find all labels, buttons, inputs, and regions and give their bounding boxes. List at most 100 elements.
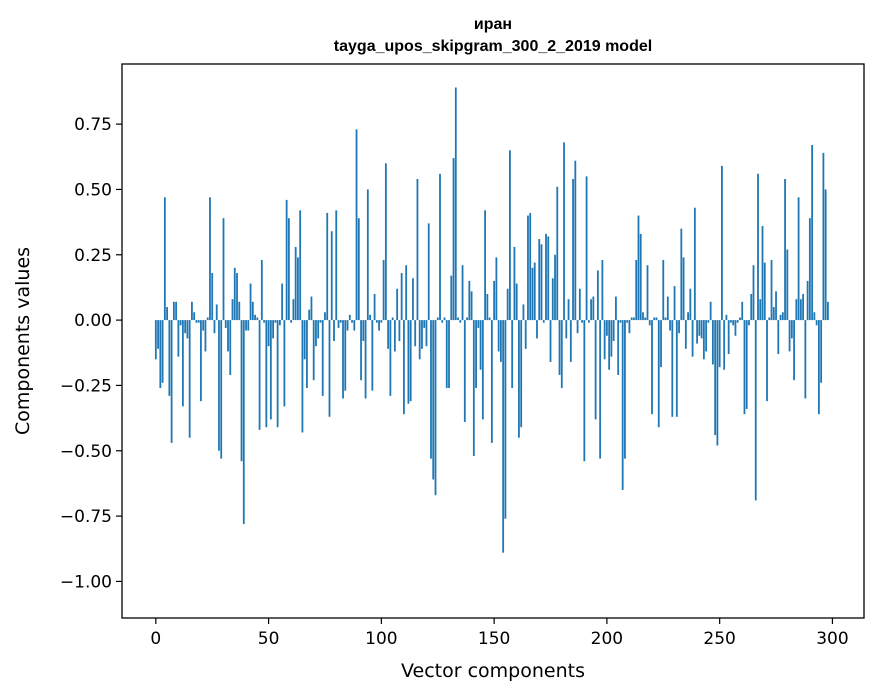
bar-118 [421,320,423,349]
bar-163 [522,304,525,321]
bar-79 [333,320,335,341]
bar-283 [793,320,795,381]
bar-31 [224,320,227,328]
bar-168 [533,262,536,321]
bar-194 [592,296,595,321]
bar-46 [258,320,261,430]
bar-125 [436,317,439,321]
y-tick-label: −0.50 [60,442,112,462]
bar-195 [594,320,597,420]
bar-35 [233,267,236,321]
bar-265 [752,265,755,321]
bar-81 [337,320,340,328]
plot-frame [121,63,865,619]
bar-136 [461,265,464,321]
bar-199 [603,320,606,360]
bar-2 [159,320,162,389]
bar-227 [666,296,669,321]
bar-23 [206,317,209,321]
bar-160 [515,283,518,321]
bar-210 [628,320,631,334]
bar-279 [784,178,786,321]
bar-19 [197,320,200,323]
bar-254 [727,320,730,355]
bar-10 [177,320,180,357]
bar-218 [646,265,649,321]
bar-60 [290,320,293,323]
bar-203 [612,320,615,341]
bar-181 [563,142,565,321]
bar-247 [711,320,714,365]
bar-143 [477,320,480,328]
bar-186 [574,160,577,321]
bar-245 [707,320,710,323]
bar-193 [590,299,592,321]
bar-261 [743,320,746,415]
bar-121 [427,223,430,321]
bar-55 [278,320,281,326]
bar-40 [245,320,247,331]
bar-206 [619,320,622,323]
bar-22 [204,320,207,352]
bar-198 [601,259,604,321]
bar-106 [393,320,396,352]
bar-14 [186,320,189,339]
bar-39 [242,320,245,524]
bar-285 [797,197,800,321]
y-tick-label: 0.00 [74,311,112,331]
bar-8 [172,301,175,321]
bar-171 [540,244,543,321]
bar-116 [416,178,419,321]
bar-251 [721,165,723,321]
y-tick-label: −0.25 [60,376,112,396]
bar-122 [430,320,432,459]
y-tick-label: −1.00 [60,572,112,592]
bar-159 [513,246,516,321]
bar-281 [788,320,791,352]
x-tick-label: 150 [478,629,510,649]
bar-270 [763,262,766,321]
bar-153 [499,320,502,362]
bar-187 [576,320,579,334]
bar-5 [166,307,168,321]
bar-182 [565,320,568,339]
bar-189 [581,320,583,323]
bar-115 [414,320,417,347]
bar-280 [786,249,789,321]
bar-260 [741,301,744,321]
bar-220 [651,320,653,415]
bar-180 [560,320,563,389]
bar-169 [536,320,538,339]
bar-102 [384,163,387,321]
bar-135 [459,320,462,323]
bar-72 [317,320,320,339]
bar-148 [488,317,491,321]
bar-139 [468,280,471,321]
bar-103 [387,320,390,349]
bar-1 [157,320,159,349]
bar-52 [272,320,274,339]
bar-249 [716,320,719,446]
bar-112 [407,320,410,404]
bar-140 [470,291,473,321]
bar-133 [454,87,457,321]
bar-90 [357,218,360,321]
bar-16 [191,301,193,321]
bar-192 [587,320,590,323]
bar-158 [511,320,514,389]
bar-200 [605,320,608,336]
bar-289 [806,280,809,321]
bar-258 [736,320,739,323]
bar-228 [669,320,671,331]
bar-172 [542,320,545,323]
bar-176 [551,278,554,321]
bar-97 [373,293,376,321]
bar-146 [484,210,486,321]
bar-292 [813,312,816,321]
bar-145 [481,320,484,420]
bar-252 [723,320,726,370]
bar-78 [330,231,333,321]
y-tick-label: 0.75 [74,115,112,135]
bar-25 [211,273,214,321]
